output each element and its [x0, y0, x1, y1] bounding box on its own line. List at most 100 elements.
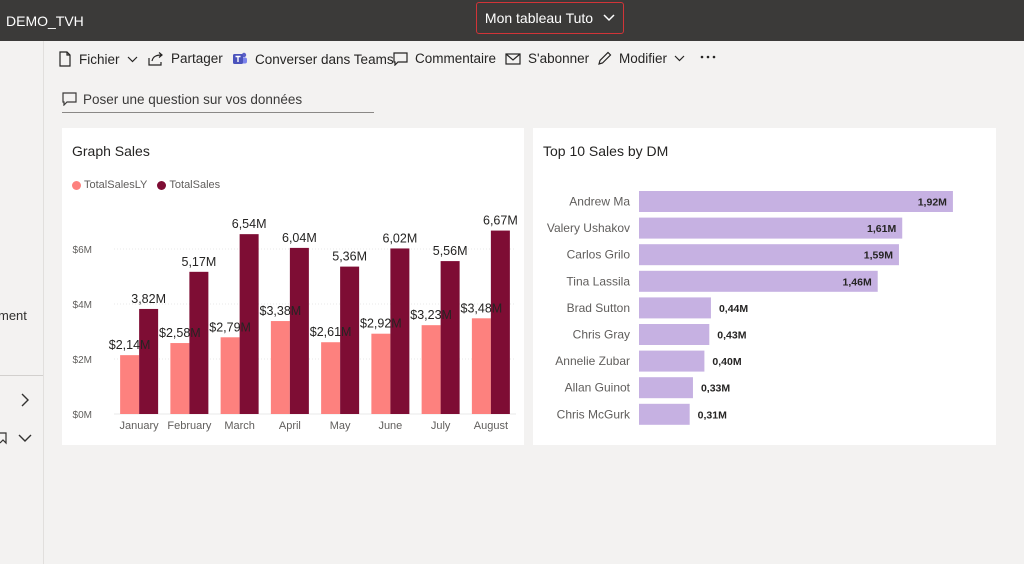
y-tick-label: $0M [73, 410, 92, 421]
top-sales-dm-tile[interactable]: Top 10 Sales by DM Andrew Ma 1,92M Valery … [533, 128, 996, 445]
teams-icon [233, 52, 247, 64]
x-tick-label: June [378, 420, 402, 432]
data-label: 5,17M [182, 255, 217, 269]
data-label: $2,92M [360, 317, 402, 331]
data-label: $2,61M [310, 325, 352, 339]
fichier-menu[interactable]: Fichier [58, 51, 138, 67]
chart-bar[interactable] [390, 248, 410, 414]
legend-item: TotalSales [157, 179, 220, 191]
teams-label: Converser dans Teams [255, 51, 394, 67]
data-label: $2,14M [109, 338, 151, 352]
commentaire-button[interactable]: Commentaire [393, 51, 496, 66]
chevron-right-icon[interactable] [20, 393, 30, 407]
partager-label: Partager [171, 51, 223, 66]
chart-legend: TotalSalesLY TotalSales [72, 179, 220, 191]
chart-bar[interactable] [139, 308, 159, 414]
chart-bar[interactable] [639, 217, 903, 239]
data-label: 1,46M [843, 276, 872, 288]
chevron-down-icon[interactable] [18, 433, 32, 443]
y-tick-label: $4M [73, 300, 92, 311]
modifier-label: Modifier [619, 51, 668, 66]
y-tick-label: $2M [73, 355, 92, 366]
chart-bar[interactable] [639, 324, 710, 345]
chart-bar[interactable] [289, 247, 309, 414]
data-label: $2,58M [159, 326, 201, 340]
sabonner-label: S'abonner [528, 51, 590, 66]
data-label: $3,38M [260, 304, 302, 318]
chart-bar[interactable] [189, 271, 209, 414]
chart-bar[interactable] [490, 230, 510, 414]
chart-bar[interactable] [471, 318, 491, 414]
tile-title: Graph Sales [72, 143, 150, 159]
chart-bar[interactable] [440, 261, 460, 414]
category-label: Carlos Grilo [567, 248, 631, 262]
chart-bar[interactable] [639, 350, 705, 372]
data-label: 5,56M [433, 244, 468, 258]
chart-bar[interactable] [639, 244, 899, 266]
comment-icon [62, 92, 77, 106]
x-tick-label: January [120, 420, 160, 432]
legend-label: TotalSalesLY [84, 179, 148, 191]
partager-button[interactable]: Partager [148, 51, 223, 66]
data-label: 0,33M [701, 383, 730, 395]
data-label: 0,40M [712, 356, 741, 368]
chart-bar[interactable] [639, 297, 711, 319]
left-nav: ment [0, 41, 44, 564]
nav-divider [0, 375, 43, 376]
chart-bar[interactable] [239, 234, 259, 414]
x-tick-label: May [330, 420, 351, 432]
qa-placeholder: Poser une question sur vos données [83, 91, 303, 107]
report-title-dropdown[interactable]: Mon tableau Tuto [476, 2, 624, 34]
chart-bar[interactable] [220, 337, 240, 414]
more-options-button[interactable] [700, 49, 716, 65]
chart-bar[interactable] [340, 266, 360, 414]
x-tick-label: April [279, 420, 301, 432]
chevron-down-icon [127, 56, 137, 62]
legend-item: TotalSalesLY [72, 179, 147, 191]
chart-bar[interactable] [421, 325, 441, 414]
pencil-icon [598, 51, 612, 65]
tile-title: Top 10 Sales by DM [543, 143, 669, 159]
data-label: 6,02M [383, 231, 418, 245]
graph-sales-tile[interactable]: Graph Sales TotalSalesLY TotalSales $0M $… [62, 128, 524, 445]
category-label: Brad Sutton [567, 301, 630, 315]
top-bar: DEMO_TVH Mon tableau Tuto [0, 0, 1024, 41]
category-label: Annelie Zubar [555, 354, 630, 368]
nav-item-partial[interactable]: ment [0, 308, 27, 323]
legend-label: TotalSales [169, 179, 221, 191]
chart-bar[interactable] [270, 321, 290, 414]
chart-bar[interactable] [321, 342, 341, 414]
chart-bar[interactable] [639, 403, 690, 425]
chevron-down-icon [603, 14, 615, 22]
data-label: 6,54M [232, 217, 267, 231]
legend-dot [72, 180, 81, 190]
chart-bar[interactable] [170, 343, 190, 414]
category-label: Andrew Ma [569, 195, 630, 209]
x-tick-label: July [431, 420, 451, 432]
data-label: 1,92M [918, 197, 947, 209]
chart-bar[interactable] [120, 355, 140, 414]
chart-bar[interactable] [639, 191, 953, 212]
qa-input[interactable]: Poser une question sur vos données [62, 86, 374, 113]
data-label: 3,82M [131, 292, 166, 306]
modifier-menu[interactable]: Modifier [597, 51, 685, 66]
category-label: Allan Guinot [565, 381, 631, 395]
chart-bar[interactable] [639, 270, 878, 292]
y-tick-label: $6M [73, 245, 92, 256]
teams-button[interactable]: Converser dans Teams [232, 51, 394, 67]
toolbar: Fichier Partager Converser dans Teams Co… [44, 41, 1024, 79]
bookmark-icon[interactable] [0, 431, 8, 445]
chevron-down-icon [674, 55, 685, 62]
chart-bar[interactable] [371, 333, 391, 414]
chart-bar[interactable] [639, 377, 693, 399]
report-title-text: Mon tableau Tuto [484, 10, 594, 26]
data-label: 0,44M [719, 303, 748, 315]
category-label: Chris Gray [573, 328, 630, 342]
data-label: $3,48M [461, 301, 503, 315]
x-tick-label: March [224, 420, 255, 432]
sales-column-chart: $0M $2M $4M $6M January February March April May… [73, 214, 518, 432]
dm-bar-chart: Andrew Ma 1,92M Valery Ushakov 1,61M Carlos … [547, 191, 953, 425]
data-label: $3,23M [410, 308, 452, 322]
workspace-name[interactable]: DEMO_TVH [6, 13, 84, 29]
sabonner-button[interactable]: S'abonner [505, 51, 589, 66]
